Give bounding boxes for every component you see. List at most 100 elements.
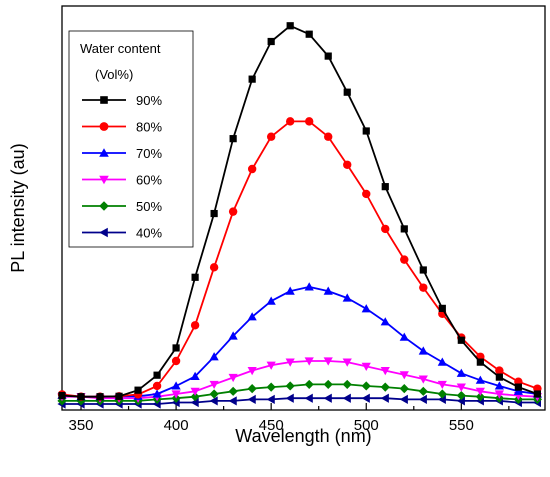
point-70pct-450 [266,296,276,305]
point-50pct-550 [456,390,466,401]
point-70pct-390 [152,389,162,398]
point-60pct-430 [228,373,238,383]
point-80pct-520 [400,255,409,264]
point-90pct-550 [457,336,465,344]
point-50pct-440 [247,384,257,394]
point-60pct-450 [266,361,276,370]
point-70pct-560 [475,375,485,384]
point-70pct-570 [494,381,504,390]
legend-items: 90% 80% 70% 60% 50% 40% [82,93,162,241]
point-90pct-540 [438,304,446,312]
point-60pct-490 [342,358,352,367]
point-60pct-410 [190,387,200,396]
plot-frame-group [61,5,546,411]
legend-label: 60% [136,173,162,188]
point-70pct-470 [304,282,314,291]
legend-label: 40% [136,226,162,241]
point-50pct-470 [304,379,314,390]
point-50pct-520 [399,384,409,394]
point-40pct-510 [380,393,389,403]
point-40pct-490 [342,393,351,403]
point-90pct-350 [77,393,85,401]
series-50pct [57,379,542,406]
legend-swatch-marker [99,148,109,157]
point-70pct-490 [342,293,352,302]
legend-swatch-marker [99,122,109,131]
point-50pct-510 [380,382,390,392]
point-90pct-520 [400,225,408,233]
point-70pct-400 [171,381,181,390]
point-50pct-410 [190,392,200,402]
point-40pct-440 [247,394,256,404]
point-80pct-480 [324,132,333,141]
point-60pct-400 [171,390,181,399]
point-70pct-440 [247,312,257,321]
point-40pct-470 [304,393,313,403]
point-90pct-510 [381,183,389,191]
legend-swatch-marker [99,201,109,211]
point-60pct-500 [361,362,371,371]
point-60pct-540 [437,380,447,390]
point-90pct-480 [324,52,332,60]
legend-swatch-marker [99,175,109,185]
point-90pct-430 [229,135,237,143]
point-60pct-480 [323,357,333,366]
x-tick-label-500: 500 [354,417,379,434]
point-40pct-460 [285,393,294,403]
point-80pct-450 [266,132,276,141]
point-50pct-420 [209,389,219,399]
point-90pct-370 [115,392,123,400]
point-80pct-570 [495,366,504,375]
x-tick-label-450: 450 [259,417,284,434]
legend-swatch-marker [100,96,108,104]
point-40pct-410 [190,397,199,408]
point-90pct-380 [134,386,142,394]
legend-item-70pct: 70% [82,146,162,161]
point-90pct-420 [210,209,218,218]
point-70pct-480 [323,286,333,295]
legend-item-40pct: 40% [82,226,162,241]
point-70pct-550 [456,368,466,377]
legend-label: 50% [136,199,162,214]
x-tick-label-350: 350 [69,417,94,434]
point-70pct-530 [418,346,428,355]
point-80pct-530 [419,283,428,292]
legend-swatch-marker [99,227,108,238]
point-50pct-430 [228,386,238,396]
point-90pct-410 [191,273,199,281]
point-70pct-460 [285,286,295,295]
point-40pct-540 [437,394,446,404]
point-60pct-440 [247,366,257,376]
point-50pct-450 [266,382,276,392]
point-90pct-450 [267,37,275,46]
point-90pct-530 [419,266,427,274]
point-80pct-500 [362,189,371,199]
point-40pct-480 [323,393,332,403]
point-70pct-420 [209,352,219,361]
point-90pct-490 [343,88,351,96]
point-60pct-570 [494,390,504,399]
point-60pct-520 [399,371,409,380]
point-80pct-490 [343,160,352,169]
legend-item-50pct: 50% [82,199,162,214]
point-90pct-460 [286,22,294,30]
point-40pct-530 [418,394,427,404]
point-50pct-530 [418,386,428,396]
point-70pct-430 [228,331,238,340]
point-40pct-550 [456,396,465,406]
point-50pct-560 [475,392,485,402]
point-60pct-470 [304,357,314,366]
point-60pct-460 [285,358,295,367]
point-80pct-460 [285,117,295,126]
point-90pct-340 [58,391,66,400]
point-40pct-450 [266,394,275,404]
point-40pct-420 [209,396,218,406]
point-80pct-410 [190,321,200,330]
point-80pct-420 [209,263,219,272]
point-60pct-510 [380,366,390,376]
x-tick-label-550: 550 [449,417,474,434]
legend-item-80pct: 80% [82,120,162,135]
point-50pct-460 [285,381,295,391]
point-70pct-520 [399,332,409,341]
